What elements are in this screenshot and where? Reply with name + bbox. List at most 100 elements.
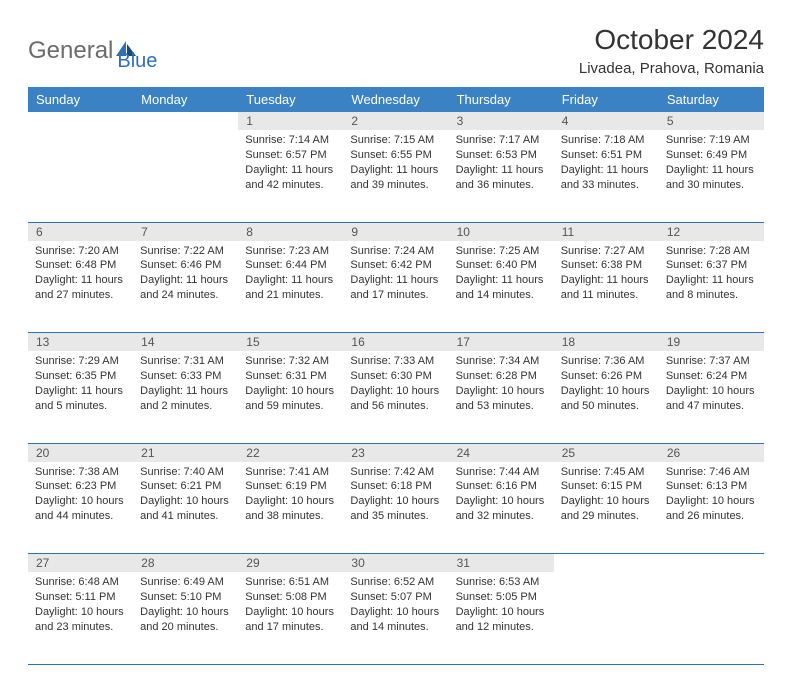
day-data-cell: Sunrise: 6:51 AMSunset: 5:08 PMDaylight:…: [238, 572, 343, 664]
day-data-cell: Sunrise: 7:38 AMSunset: 6:23 PMDaylight:…: [28, 462, 133, 554]
day-details: Sunrise: 7:27 AMSunset: 6:38 PMDaylight:…: [554, 241, 659, 309]
day-number-cell: 31: [449, 554, 554, 573]
day-data-cell: Sunrise: 7:42 AMSunset: 6:18 PMDaylight:…: [343, 462, 448, 554]
day-data-row: Sunrise: 7:29 AMSunset: 6:35 PMDaylight:…: [28, 351, 764, 443]
weekday-header: Friday: [554, 87, 659, 112]
day-data-cell: Sunrise: 7:41 AMSunset: 6:19 PMDaylight:…: [238, 462, 343, 554]
day-data-row: Sunrise: 6:48 AMSunset: 5:11 PMDaylight:…: [28, 572, 764, 664]
day-data-cell: [133, 130, 238, 222]
day-data-cell: Sunrise: 7:19 AMSunset: 6:49 PMDaylight:…: [659, 130, 764, 222]
day-details: Sunrise: 7:29 AMSunset: 6:35 PMDaylight:…: [28, 351, 133, 419]
day-number-cell: 15: [238, 333, 343, 352]
day-number-cell: 17: [449, 333, 554, 352]
day-details: Sunrise: 7:32 AMSunset: 6:31 PMDaylight:…: [238, 351, 343, 419]
day-data-cell: Sunrise: 7:20 AMSunset: 6:48 PMDaylight:…: [28, 241, 133, 333]
day-data-cell: Sunrise: 7:40 AMSunset: 6:21 PMDaylight:…: [133, 462, 238, 554]
day-data-cell: Sunrise: 7:46 AMSunset: 6:13 PMDaylight:…: [659, 462, 764, 554]
weekday-header-row: Sunday Monday Tuesday Wednesday Thursday…: [28, 87, 764, 112]
day-details: Sunrise: 7:22 AMSunset: 6:46 PMDaylight:…: [133, 241, 238, 309]
day-data-cell: Sunrise: 7:34 AMSunset: 6:28 PMDaylight:…: [449, 351, 554, 443]
day-number-cell: 21: [133, 443, 238, 462]
day-details: Sunrise: 7:15 AMSunset: 6:55 PMDaylight:…: [343, 130, 448, 198]
day-number-cell: 28: [133, 554, 238, 573]
day-data-cell: Sunrise: 7:14 AMSunset: 6:57 PMDaylight:…: [238, 130, 343, 222]
weekday-header: Sunday: [28, 87, 133, 112]
day-number-cell: [133, 112, 238, 130]
day-details: Sunrise: 7:18 AMSunset: 6:51 PMDaylight:…: [554, 130, 659, 198]
day-number-row: 12345: [28, 112, 764, 130]
day-number-cell: 12: [659, 222, 764, 241]
day-data-cell: Sunrise: 6:53 AMSunset: 5:05 PMDaylight:…: [449, 572, 554, 664]
weekday-header: Saturday: [659, 87, 764, 112]
day-data-row: Sunrise: 7:14 AMSunset: 6:57 PMDaylight:…: [28, 130, 764, 222]
day-details: Sunrise: 7:33 AMSunset: 6:30 PMDaylight:…: [343, 351, 448, 419]
day-number-cell: 8: [238, 222, 343, 241]
day-number-cell: 9: [343, 222, 448, 241]
day-data-cell: Sunrise: 6:48 AMSunset: 5:11 PMDaylight:…: [28, 572, 133, 664]
logo-text-blue: Blue: [117, 28, 157, 73]
day-data-cell: Sunrise: 7:27 AMSunset: 6:38 PMDaylight:…: [554, 241, 659, 333]
day-details: Sunrise: 7:24 AMSunset: 6:42 PMDaylight:…: [343, 241, 448, 309]
day-data-cell: Sunrise: 7:15 AMSunset: 6:55 PMDaylight:…: [343, 130, 448, 222]
day-details: Sunrise: 7:19 AMSunset: 6:49 PMDaylight:…: [659, 130, 764, 198]
logo: General Blue: [28, 28, 157, 73]
day-number-cell: 19: [659, 333, 764, 352]
day-number-row: 2728293031: [28, 554, 764, 573]
day-data-cell: Sunrise: 7:37 AMSunset: 6:24 PMDaylight:…: [659, 351, 764, 443]
day-number-cell: 23: [343, 443, 448, 462]
day-data-cell: Sunrise: 7:44 AMSunset: 6:16 PMDaylight:…: [449, 462, 554, 554]
day-details: Sunrise: 7:46 AMSunset: 6:13 PMDaylight:…: [659, 462, 764, 530]
day-number-cell: 1: [238, 112, 343, 130]
day-number-row: 13141516171819: [28, 333, 764, 352]
day-number-cell: 26: [659, 443, 764, 462]
day-number-cell: 7: [133, 222, 238, 241]
day-number-cell: 5: [659, 112, 764, 130]
day-details: Sunrise: 6:48 AMSunset: 5:11 PMDaylight:…: [28, 572, 133, 640]
weekday-header: Tuesday: [238, 87, 343, 112]
day-number-cell: 16: [343, 333, 448, 352]
day-number-cell: 13: [28, 333, 133, 352]
day-data-cell: Sunrise: 7:36 AMSunset: 6:26 PMDaylight:…: [554, 351, 659, 443]
day-details: Sunrise: 6:49 AMSunset: 5:10 PMDaylight:…: [133, 572, 238, 640]
weekday-header: Wednesday: [343, 87, 448, 112]
day-details: Sunrise: 7:45 AMSunset: 6:15 PMDaylight:…: [554, 462, 659, 530]
day-number-cell: 27: [28, 554, 133, 573]
day-details: Sunrise: 7:17 AMSunset: 6:53 PMDaylight:…: [449, 130, 554, 198]
day-number-cell: 18: [554, 333, 659, 352]
day-number-cell: [28, 112, 133, 130]
day-details: Sunrise: 6:53 AMSunset: 5:05 PMDaylight:…: [449, 572, 554, 640]
day-data-cell: Sunrise: 7:45 AMSunset: 6:15 PMDaylight:…: [554, 462, 659, 554]
day-details: Sunrise: 7:42 AMSunset: 6:18 PMDaylight:…: [343, 462, 448, 530]
calendar-table: Sunday Monday Tuesday Wednesday Thursday…: [28, 87, 764, 665]
day-data-cell: Sunrise: 7:25 AMSunset: 6:40 PMDaylight:…: [449, 241, 554, 333]
day-number-cell: 10: [449, 222, 554, 241]
day-data-row: Sunrise: 7:20 AMSunset: 6:48 PMDaylight:…: [28, 241, 764, 333]
day-data-cell: Sunrise: 7:29 AMSunset: 6:35 PMDaylight:…: [28, 351, 133, 443]
day-data-cell: Sunrise: 7:23 AMSunset: 6:44 PMDaylight:…: [238, 241, 343, 333]
day-data-cell: Sunrise: 7:33 AMSunset: 6:30 PMDaylight:…: [343, 351, 448, 443]
day-details: Sunrise: 7:23 AMSunset: 6:44 PMDaylight:…: [238, 241, 343, 309]
day-number-cell: [554, 554, 659, 573]
title-block: October 2024 Livadea, Prahova, Romania: [579, 24, 764, 77]
day-number-cell: 3: [449, 112, 554, 130]
weekday-header: Thursday: [449, 87, 554, 112]
day-number-cell: 25: [554, 443, 659, 462]
day-data-cell: [659, 572, 764, 664]
month-title: October 2024: [579, 24, 764, 56]
day-number-cell: 29: [238, 554, 343, 573]
day-details: Sunrise: 6:52 AMSunset: 5:07 PMDaylight:…: [343, 572, 448, 640]
location: Livadea, Prahova, Romania: [579, 60, 764, 77]
day-data-cell: Sunrise: 6:52 AMSunset: 5:07 PMDaylight:…: [343, 572, 448, 664]
day-data-cell: [28, 130, 133, 222]
header: General Blue October 2024 Livadea, Praho…: [28, 24, 764, 77]
day-details: Sunrise: 7:41 AMSunset: 6:19 PMDaylight:…: [238, 462, 343, 530]
day-data-cell: [554, 572, 659, 664]
day-number-cell: 2: [343, 112, 448, 130]
day-number-cell: 30: [343, 554, 448, 573]
day-number-cell: [659, 554, 764, 573]
day-details: Sunrise: 7:34 AMSunset: 6:28 PMDaylight:…: [449, 351, 554, 419]
day-details: Sunrise: 7:37 AMSunset: 6:24 PMDaylight:…: [659, 351, 764, 419]
day-details: Sunrise: 7:28 AMSunset: 6:37 PMDaylight:…: [659, 241, 764, 309]
day-data-cell: Sunrise: 7:28 AMSunset: 6:37 PMDaylight:…: [659, 241, 764, 333]
day-details: Sunrise: 7:31 AMSunset: 6:33 PMDaylight:…: [133, 351, 238, 419]
